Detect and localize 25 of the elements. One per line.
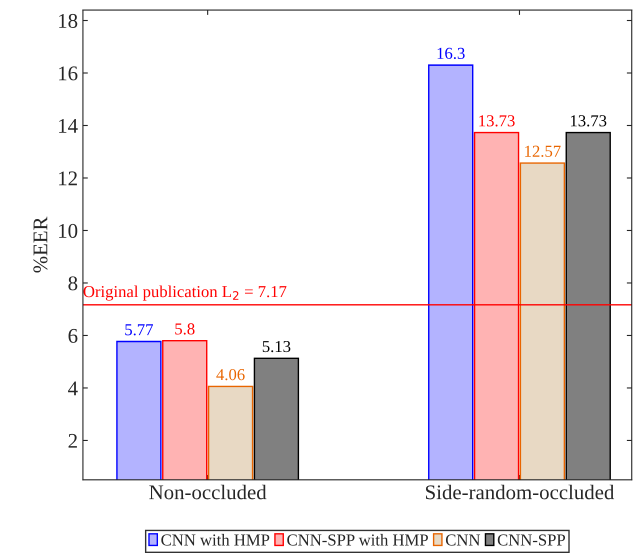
y-tick-label: 18 [59,14,78,28]
y-tick-label: 4 [68,381,78,396]
data-label: 5.77 [125,324,153,336]
data-label: 4.06 [216,368,245,380]
data-label: 16.3 [438,48,465,60]
legend-label: CNN-SPP [498,534,566,546]
data-label: 12.57 [525,146,561,157]
legend-label: CNN with HMP [161,534,270,546]
x-tick-label: Side-random-occluded [426,484,614,500]
y-tick-label: 6 [68,328,78,343]
data-label: 13.73 [570,115,606,126]
legend-label: CNN-SPP with HMP [287,534,428,546]
data-label: 5.13 [262,340,290,352]
y-tick-label: 16 [59,66,78,80]
x-tick-label: Non-occluded [149,484,266,500]
data-label: 5.8 [175,323,195,335]
y-tick-label: 14 [59,118,78,133]
y-tick-label: 8 [68,276,78,290]
data-label: 13.73 [479,115,515,126]
y-tick-label: 2 [68,434,77,448]
y-tick-label: 10 [59,224,78,238]
ref-line-label: Original publication L$_{2}$ = 7.17 [84,285,286,301]
y-tick-label: 12 [59,171,77,186]
y-axis-title: %EER [33,216,48,273]
legend-label: CNN [446,534,480,546]
